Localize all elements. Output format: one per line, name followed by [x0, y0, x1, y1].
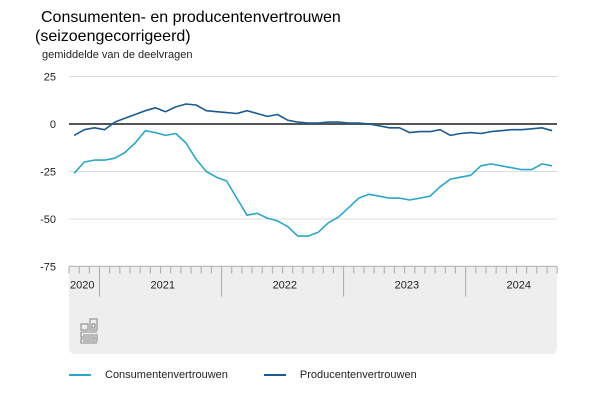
legend-swatch: [263, 374, 286, 376]
year-label: 2020: [70, 280, 94, 292]
legend-swatch: [69, 374, 91, 376]
year-label: 2021: [151, 280, 175, 292]
legend-item-producentenvertrouwen[interactable]: Producentenvertrouwen: [263, 369, 417, 381]
y-tick-label: -75: [40, 262, 56, 274]
year-label: 2023: [395, 280, 419, 292]
legend-label: Consumentenvertrouwen: [105, 369, 228, 381]
cbs-logo-icon: [80, 318, 98, 349]
chart-title-line2: (seizoengecorrigeerd): [35, 28, 191, 45]
chart-title: Consumenten- en producentenvertrouwen (s…: [35, 8, 341, 46]
year-label: 2022: [273, 280, 297, 292]
series-line-consumentenvertrouwen: [73, 129, 553, 237]
legend-label: Producentenvertrouwen: [299, 369, 417, 381]
y-axis-label: gemiddelde van de deelvragen: [42, 49, 193, 61]
year-label: 2024: [506, 280, 530, 292]
x-axis-panel: [69, 268, 557, 354]
y-tick-label: 25: [44, 72, 56, 84]
y-tick-label: -25: [40, 167, 56, 179]
legend-item-consumentenvertrouwen[interactable]: Consumentenvertrouwen: [69, 369, 228, 381]
chart-title-line1: Consumenten- en producentenvertrouwen: [41, 9, 341, 26]
y-tick-label: -50: [40, 214, 56, 226]
y-tick-label: 0: [50, 119, 56, 131]
series-line-producentenvertrouwen: [73, 103, 553, 137]
legend: Consumentenvertrouwen Producentenvertrou…: [69, 369, 453, 381]
